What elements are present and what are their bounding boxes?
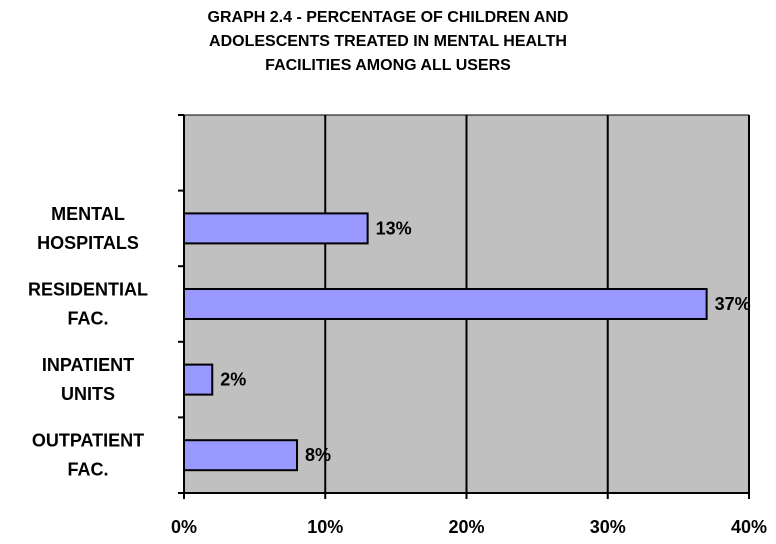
chart-title-line-1: GRAPH 2.4 - PERCENTAGE OF CHILDREN AND — [207, 9, 569, 26]
category-label-0-line-0: MENTAL — [51, 204, 125, 224]
category-label-3-line-1: FAC. — [67, 460, 108, 480]
bar-2 — [183, 363, 214, 396]
chart-title-line-3: FACILITIES AMONG ALL USERS — [265, 57, 511, 74]
category-label-0-line-1: HOSPITALS — [37, 233, 139, 253]
category-label-3-line-0: OUTPATIENT — [32, 431, 144, 451]
x-tick-label-4: 40% — [731, 517, 767, 537]
category-label-1-line-1: FAC. — [67, 309, 108, 329]
bar-1 — [183, 288, 708, 320]
x-tick-label-3: 30% — [590, 517, 626, 537]
category-label-1-line-0: RESIDENTIAL — [28, 280, 148, 300]
x-tick-label-2: 20% — [448, 517, 484, 537]
x-tick-label-1: 10% — [307, 517, 343, 537]
bar-3 — [183, 439, 298, 472]
chart-title: GRAPH 2.4 - PERCENTAGE OF CHILDREN AND A… — [0, 6, 776, 78]
chart-title-line-2: ADOLESCENTS TREATED IN MENTAL HEALTH — [209, 33, 567, 50]
data-label-3: 8% — [305, 445, 331, 465]
bar-0 — [183, 212, 369, 245]
category-label-2-line-0: INPATIENT — [42, 355, 134, 375]
x-tick-label-0: 0% — [171, 517, 197, 537]
data-label-2: 2% — [220, 370, 246, 390]
category-label-2-line-1: UNITS — [61, 384, 115, 404]
data-label-0: 13% — [376, 218, 412, 238]
data-label-1: 37% — [715, 294, 751, 314]
